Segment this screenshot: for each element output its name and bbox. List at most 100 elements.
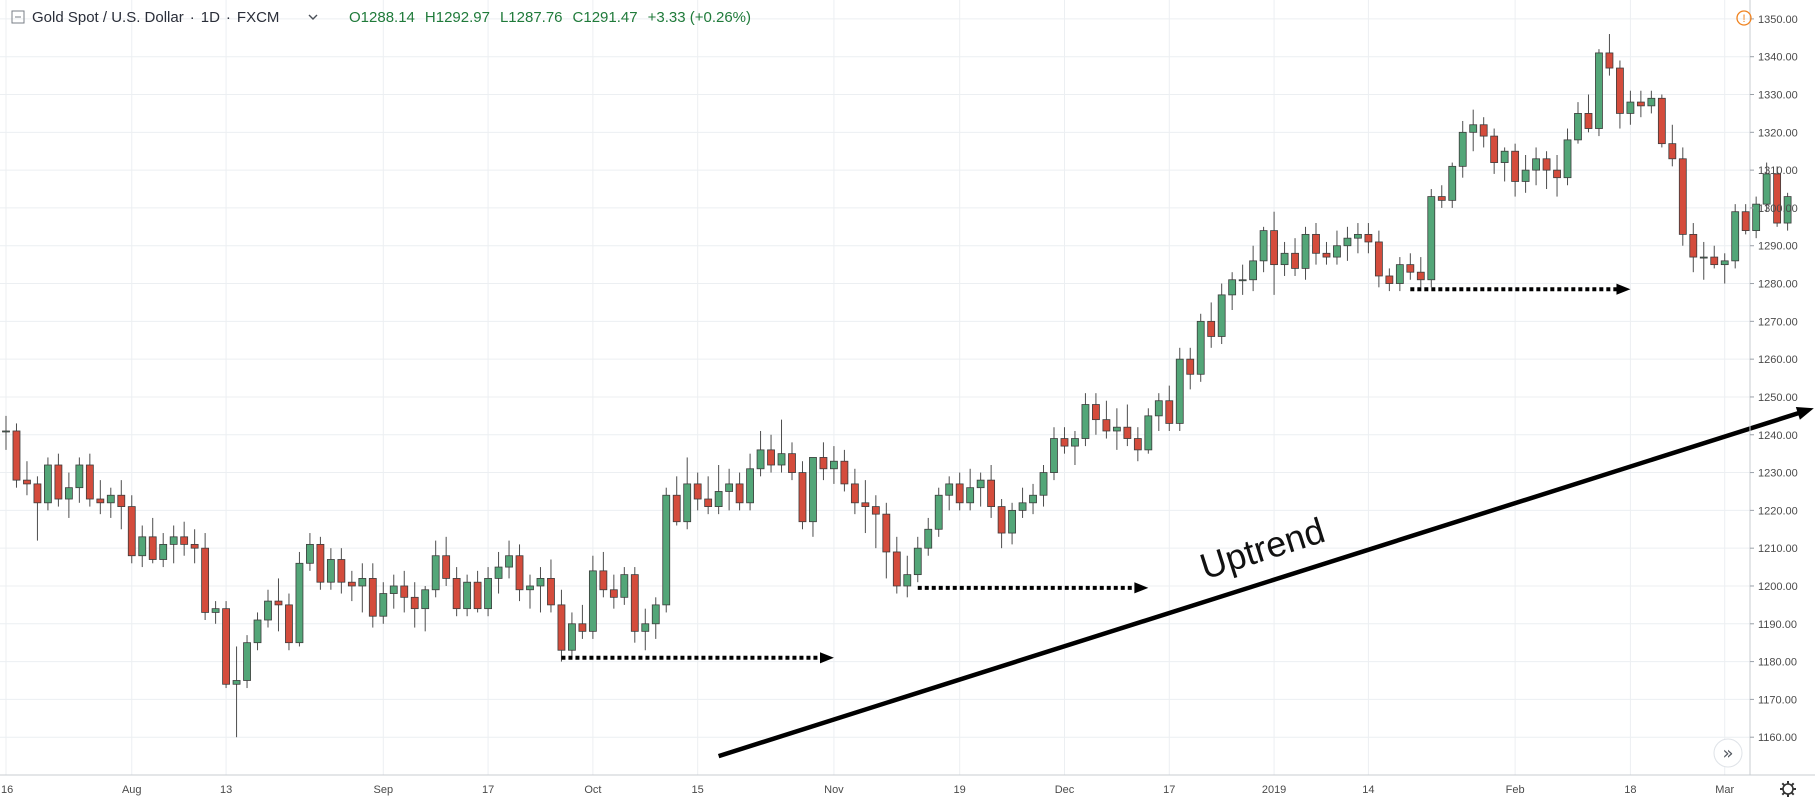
candle-body xyxy=(1427,196,1436,281)
candle-body xyxy=(306,543,314,564)
candle-body xyxy=(285,604,293,644)
candle-body xyxy=(1668,143,1677,160)
candle-body xyxy=(494,566,503,579)
candle xyxy=(326,548,335,590)
candle xyxy=(64,472,73,518)
scroll-to-realtime-button[interactable]: » xyxy=(1713,738,1743,768)
candle-body xyxy=(903,574,912,587)
candle-body xyxy=(568,623,576,651)
candle-body xyxy=(1333,245,1341,258)
chart-header: Gold Spot / U.S. Dollar · 1D · FXCM O1288.14… xyxy=(11,9,1752,26)
candle xyxy=(630,567,639,643)
candle xyxy=(1301,226,1310,280)
candle xyxy=(379,582,388,624)
candle xyxy=(704,476,713,515)
candle xyxy=(1071,430,1079,465)
candle xyxy=(1123,404,1132,447)
candle-body xyxy=(1301,233,1310,269)
x-tick-label: Sep xyxy=(373,784,393,796)
y-tick-label: 1260.00 xyxy=(1758,354,1798,366)
candle xyxy=(1238,264,1247,295)
candle xyxy=(306,533,314,571)
candle-body xyxy=(169,536,178,545)
candle-body xyxy=(1039,472,1048,496)
candle xyxy=(735,472,744,511)
gear-icon[interactable] xyxy=(1780,781,1796,797)
candle-body xyxy=(1144,415,1153,451)
candle xyxy=(1563,128,1572,186)
candle-body xyxy=(1092,404,1100,421)
candle-body xyxy=(1458,131,1467,167)
candle-body xyxy=(326,559,335,583)
candle-body xyxy=(222,608,230,685)
candle xyxy=(1133,427,1142,462)
candlestick-series xyxy=(2,34,1792,738)
candle xyxy=(295,551,304,647)
dotted-arrow-head xyxy=(819,652,834,664)
candle-body xyxy=(997,506,1006,534)
candle-body xyxy=(547,578,555,606)
candle-body xyxy=(662,494,671,606)
trend-arrow-head xyxy=(1795,406,1814,420)
dotted-arrow-head xyxy=(1616,283,1631,295)
candle-body xyxy=(913,547,922,576)
candle-body xyxy=(1521,169,1530,182)
candle xyxy=(536,567,545,613)
candle xyxy=(1657,94,1666,148)
candle xyxy=(473,570,482,613)
candle xyxy=(1689,223,1698,273)
candle-body xyxy=(1374,241,1383,277)
candle xyxy=(1595,49,1603,137)
candle xyxy=(871,495,880,549)
candle xyxy=(1542,151,1551,190)
candle-body xyxy=(473,581,482,610)
candle xyxy=(651,597,660,639)
candle xyxy=(966,468,975,511)
candle-body xyxy=(1217,294,1226,337)
y-tick-label: 1220.00 xyxy=(1758,505,1798,517)
gear-teeth xyxy=(1780,781,1796,797)
candle-body xyxy=(316,543,325,583)
candle-body xyxy=(1720,260,1729,266)
candle-body xyxy=(830,460,838,470)
double-chevron-right-icon[interactable] xyxy=(1713,738,1743,768)
candle xyxy=(243,635,251,689)
chevron-down-icon[interactable] xyxy=(308,14,318,20)
candle-body xyxy=(1249,260,1258,281)
candle-body xyxy=(1291,252,1299,269)
candle-body xyxy=(536,578,545,587)
candle xyxy=(903,555,912,598)
x-tick-label: Feb xyxy=(1506,784,1525,796)
price-axis[interactable]: 1160.00 1170.00 1180.00 1190.00 1200.00 1210.… xyxy=(1750,14,1798,744)
alert-circle-icon[interactable] xyxy=(1736,10,1752,26)
candle-body xyxy=(756,449,765,470)
candle-body xyxy=(1186,358,1195,375)
time-axis[interactable]: 16 Aug 13 Sep 17 Oct 15 Nov 19 Dec 17 2019 14 Feb 18 Ma… xyxy=(1,784,1735,796)
candle xyxy=(1154,393,1163,431)
candle-body xyxy=(882,513,891,553)
ohlc-change: +3.33 (+0.26%) xyxy=(648,9,751,26)
header-sep-2: · xyxy=(226,9,231,26)
candle-body xyxy=(1280,252,1289,266)
candle xyxy=(12,423,21,488)
candle-body xyxy=(421,589,430,610)
candle xyxy=(1416,257,1425,288)
candle-body xyxy=(934,494,943,530)
interval-label: 1D xyxy=(201,9,220,26)
candle-body xyxy=(704,498,713,507)
collapse-icon[interactable] xyxy=(11,10,25,24)
y-tick-label: 1230.00 xyxy=(1758,468,1798,480)
candle xyxy=(1616,60,1624,129)
candle-body xyxy=(64,487,73,500)
annotation-arrows[interactable] xyxy=(561,283,1814,759)
candle-body xyxy=(1175,358,1184,424)
candle xyxy=(1458,120,1467,178)
candle xyxy=(1479,117,1488,148)
candle-body xyxy=(253,619,262,644)
y-tick-label: 1340.00 xyxy=(1758,52,1798,64)
candle-body xyxy=(1071,438,1079,447)
candle xyxy=(169,525,178,564)
candle xyxy=(798,461,807,530)
